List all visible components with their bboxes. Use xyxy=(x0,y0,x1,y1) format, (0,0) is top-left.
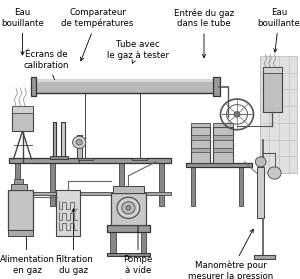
Bar xyxy=(56,190,80,236)
Bar xyxy=(14,179,23,184)
Text: Alimentation
en gaz: Alimentation en gaz xyxy=(0,207,55,275)
Circle shape xyxy=(234,112,240,117)
Bar xyxy=(11,184,27,190)
Bar xyxy=(78,158,93,160)
Text: Filtration
du gaz: Filtration du gaz xyxy=(55,209,92,275)
Bar xyxy=(186,163,252,167)
Bar xyxy=(213,135,233,140)
Bar xyxy=(213,148,233,152)
Bar xyxy=(262,67,282,112)
Bar xyxy=(112,186,144,193)
Bar xyxy=(238,167,243,206)
Bar xyxy=(12,106,33,113)
Bar xyxy=(106,253,150,256)
Circle shape xyxy=(122,202,135,214)
Bar xyxy=(15,163,20,206)
Bar xyxy=(213,77,220,96)
Circle shape xyxy=(126,206,131,210)
Bar xyxy=(31,77,36,96)
Bar xyxy=(50,156,68,159)
Bar xyxy=(254,255,274,259)
Bar xyxy=(9,192,171,195)
Text: Eau
bouillante: Eau bouillante xyxy=(258,8,300,52)
Text: Pompe
à vide: Pompe à vide xyxy=(123,210,153,275)
Bar xyxy=(106,225,150,232)
Bar xyxy=(36,80,213,82)
Bar xyxy=(213,123,233,127)
Bar xyxy=(141,232,146,254)
Bar xyxy=(132,158,147,160)
Bar xyxy=(110,232,116,254)
Bar xyxy=(52,122,56,158)
Bar xyxy=(262,67,282,73)
Text: Manomètre pour
mesurer la pression: Manomètre pour mesurer la pression xyxy=(188,229,274,279)
Bar xyxy=(12,107,33,131)
Bar xyxy=(190,127,210,163)
Circle shape xyxy=(76,140,82,145)
Bar xyxy=(8,230,33,236)
Bar xyxy=(190,148,210,152)
Bar xyxy=(111,193,146,225)
Bar xyxy=(257,167,264,218)
Bar xyxy=(190,167,195,206)
Circle shape xyxy=(255,157,266,167)
Bar xyxy=(76,135,82,158)
Circle shape xyxy=(117,197,140,218)
Bar xyxy=(190,135,210,140)
Bar xyxy=(213,127,233,163)
Text: Eau
bouillante: Eau bouillante xyxy=(1,8,44,55)
Bar xyxy=(34,80,214,93)
Bar xyxy=(50,163,55,206)
Bar xyxy=(190,123,210,127)
Bar xyxy=(159,163,164,206)
Bar xyxy=(61,122,65,158)
Text: Tube avec
le gaz à tester: Tube avec le gaz à tester xyxy=(107,40,169,63)
Bar xyxy=(260,56,297,173)
Text: Comparateur
de températures: Comparateur de températures xyxy=(61,8,134,61)
Text: Écrans de
calibration: Écrans de calibration xyxy=(24,50,69,86)
Text: Entrée du gaz
dans le tube: Entrée du gaz dans le tube xyxy=(174,8,234,58)
Bar xyxy=(9,158,171,163)
Circle shape xyxy=(73,136,86,148)
Bar xyxy=(8,190,33,230)
Circle shape xyxy=(268,167,281,179)
Bar xyxy=(118,163,124,206)
